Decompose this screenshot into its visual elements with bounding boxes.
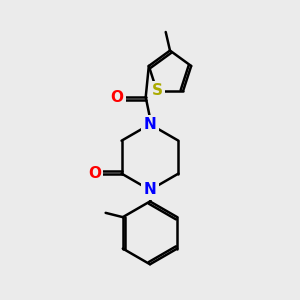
Text: S: S [152,83,162,98]
Text: O: O [88,166,101,181]
Text: N: N [144,117,156,132]
Text: O: O [111,90,124,105]
Text: N: N [144,182,156,197]
